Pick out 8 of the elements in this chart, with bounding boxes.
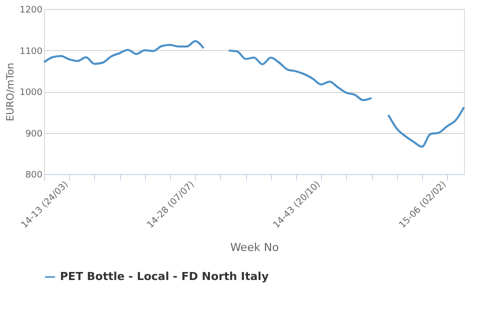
legend-label: PET Bottle - Local - FD North Italy bbox=[60, 270, 269, 283]
y-tick-label: 1200 bbox=[20, 6, 43, 16]
y-tick-label: 1100 bbox=[20, 46, 43, 57]
y-tick-label: 900 bbox=[25, 129, 43, 140]
y-tick-label: 1000 bbox=[20, 88, 43, 98]
x-axis-title: Week No bbox=[230, 240, 280, 254]
y-tick-label: 800 bbox=[25, 170, 43, 180]
y-axis-title: EURO/mTon bbox=[6, 62, 17, 122]
